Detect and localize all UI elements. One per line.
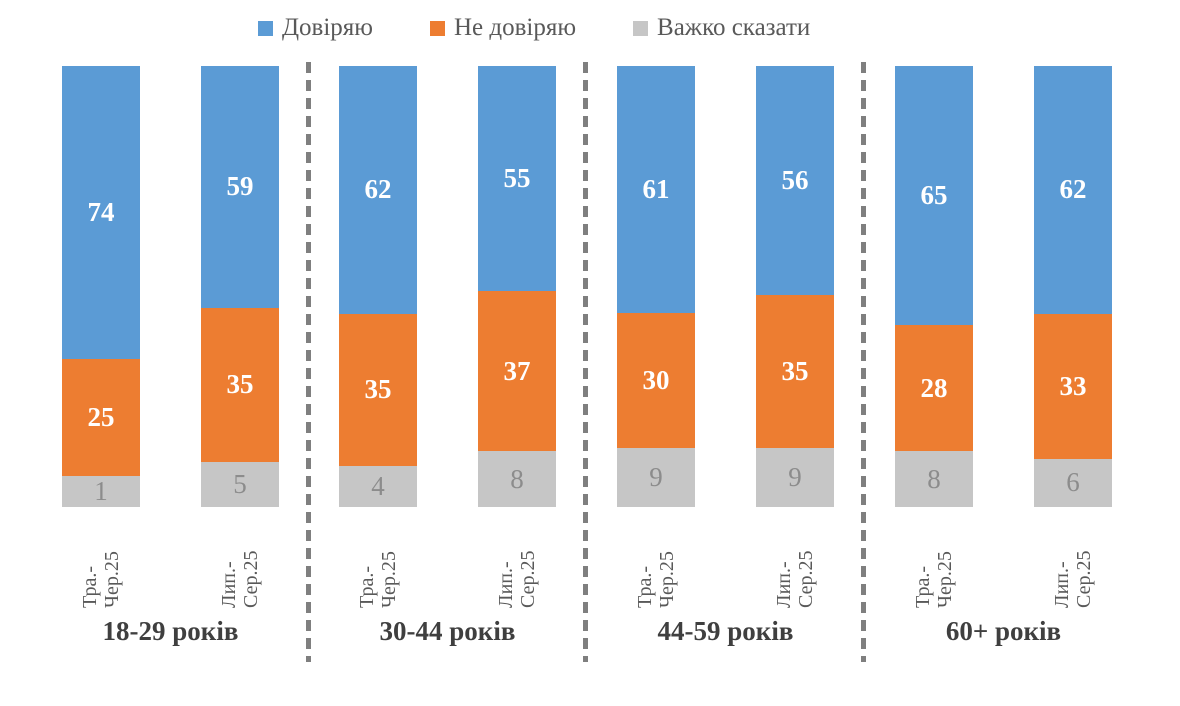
group-bars: 62 35 4 55 37 8 — [339, 66, 556, 507]
data-label: 35 — [226, 369, 254, 400]
bar-segment: 59 — [201, 66, 279, 308]
legend-label: Важко сказати — [657, 14, 811, 41]
stacked-bar: 55 37 8 — [478, 66, 556, 507]
stacked-bar: 59 35 5 — [201, 66, 279, 507]
x-tick-text: Лип.- Сер.25 — [1051, 550, 1095, 608]
data-label: 4 — [371, 470, 385, 501]
x-tick-text: Тра.- Чер.25 — [634, 551, 678, 608]
data-label: 35 — [364, 374, 392, 405]
bar-segment: 1 — [62, 476, 140, 507]
x-tick-label: Лип.- Сер.25 — [773, 512, 817, 608]
x-tick-text: Лип.- Сер.25 — [495, 550, 539, 608]
x-tick-text: Лип.- Сер.25 — [218, 550, 262, 608]
group-axis-label: 60+ років — [945, 616, 1062, 646]
bar-segment: 62 — [339, 66, 417, 314]
group-axis-label: 44-59 років — [657, 616, 794, 646]
stacked-bar: 74 25 1 — [62, 66, 140, 507]
bar-segment: 56 — [756, 66, 834, 295]
legend-label: Не довіряю — [453, 14, 577, 41]
bar-segment: 37 — [478, 291, 556, 452]
x-tick-label: Тра.- Чер.25 — [356, 512, 400, 608]
data-label: 28 — [920, 372, 948, 403]
group-axis-label: 18-29 років — [102, 616, 239, 646]
bar-segment: 28 — [895, 324, 973, 452]
data-label: 25 — [87, 402, 115, 433]
group-axis-label: 30-44 років — [379, 616, 516, 646]
age-group-3: Тра.- Чер.25 Лип.- Сер.25 61 30 9 56 35 9 44-59 ро… — [617, 0, 834, 706]
data-label: 62 — [1059, 174, 1087, 205]
x-tick-label: Тра.- Чер.25 — [912, 512, 956, 608]
data-label: 6 — [1066, 467, 1080, 498]
bar-segment: 61 — [617, 66, 695, 313]
age-group-1: Тра.- Чер.25 Лип.- Сер.25 74 25 1 59 35 5 18-29 ро… — [62, 0, 279, 706]
data-label: 1 — [94, 476, 108, 507]
bar-segment: 65 — [895, 66, 973, 325]
data-label: 65 — [920, 179, 948, 210]
bar-segment: 6 — [1034, 458, 1112, 507]
data-label: 62 — [364, 174, 392, 205]
bar-segment: 62 — [1034, 66, 1112, 314]
group-bars: 61 30 9 56 35 9 — [617, 66, 834, 507]
x-tick-label: Лип.- Сер.25 — [1051, 512, 1095, 608]
data-label: 9 — [788, 461, 802, 492]
group-separator-dashed-line — [861, 62, 866, 662]
data-label: 37 — [503, 355, 531, 386]
data-label: 8 — [510, 463, 524, 494]
x-tick-label: Лип.- Сер.25 — [495, 512, 539, 608]
bar-segment: 8 — [895, 451, 973, 507]
bar-segment: 25 — [62, 359, 140, 477]
bar-segment: 74 — [62, 66, 140, 360]
stacked-bar: 56 35 9 — [756, 66, 834, 507]
stacked-bar: 62 33 6 — [1034, 66, 1112, 507]
bar-segment: 30 — [617, 312, 695, 448]
legend-swatch-orange-icon — [429, 20, 445, 36]
group-separator-dashed-line — [306, 62, 311, 662]
legend-item-vazhko-skazaty: Важко сказати — [633, 14, 810, 42]
data-label: 56 — [781, 164, 809, 195]
data-label: 9 — [649, 461, 663, 492]
stacked-bar: 61 30 9 — [617, 66, 695, 507]
stacked-bar: 65 28 8 — [895, 66, 973, 507]
data-label: 59 — [226, 171, 254, 202]
data-label: 74 — [87, 197, 115, 228]
legend: Довіряю Не довіряю Важко сказати — [258, 14, 810, 42]
group-separator-dashed-line — [583, 62, 588, 662]
data-label: 35 — [781, 355, 809, 386]
x-tick-text: Тра.- Чер.25 — [912, 551, 956, 608]
x-tick-text: Тра.- Чер.25 — [356, 551, 400, 608]
legend-item-ne-doviriaiu: Не довіряю — [429, 14, 577, 42]
legend-item-doviriaiu: Довіряю — [258, 14, 373, 42]
data-label: 5 — [233, 468, 247, 499]
data-label: 8 — [927, 463, 941, 494]
data-label: 33 — [1059, 370, 1087, 401]
data-label: 61 — [642, 173, 670, 204]
bar-segment: 9 — [756, 447, 834, 507]
bar-segment: 35 — [201, 307, 279, 462]
x-tick-label: Лип.- Сер.25 — [218, 512, 262, 608]
legend-label: Довіряю — [282, 14, 373, 41]
bar-segment: 8 — [478, 451, 556, 507]
legend-swatch-gray-icon — [633, 20, 649, 36]
data-label: 55 — [503, 163, 531, 193]
age-group-2: Тра.- Чер.25 Лип.- Сер.25 62 35 4 55 37 8 30-44 ро… — [339, 0, 556, 706]
x-tick-label: Тра.- Чер.25 — [79, 512, 123, 608]
bar-segment: 55 — [478, 66, 556, 291]
x-tick-text: Тра.- Чер.25 — [79, 551, 123, 608]
bar-segment: 4 — [339, 465, 417, 507]
group-bars: 74 25 1 59 35 5 — [62, 66, 279, 507]
legend-swatch-blue-icon — [258, 20, 273, 36]
bar-segment: 35 — [339, 313, 417, 466]
bar-segment: 35 — [756, 294, 834, 448]
x-tick-text: Лип.- Сер.25 — [773, 550, 817, 608]
stacked-bar: 62 35 4 — [339, 66, 417, 507]
age-group-4: Тра.- Чер.25 Лип.- Сер.25 65 28 8 62 33 6 60+ рокі… — [895, 0, 1112, 706]
bar-segment: 5 — [201, 461, 279, 507]
bar-segment: 33 — [1034, 313, 1112, 459]
data-label: 30 — [642, 364, 670, 395]
x-tick-label: Тра.- Чер.25 — [634, 512, 678, 608]
bar-segment: 9 — [617, 447, 695, 507]
group-bars: 65 28 8 62 33 6 — [895, 66, 1112, 507]
